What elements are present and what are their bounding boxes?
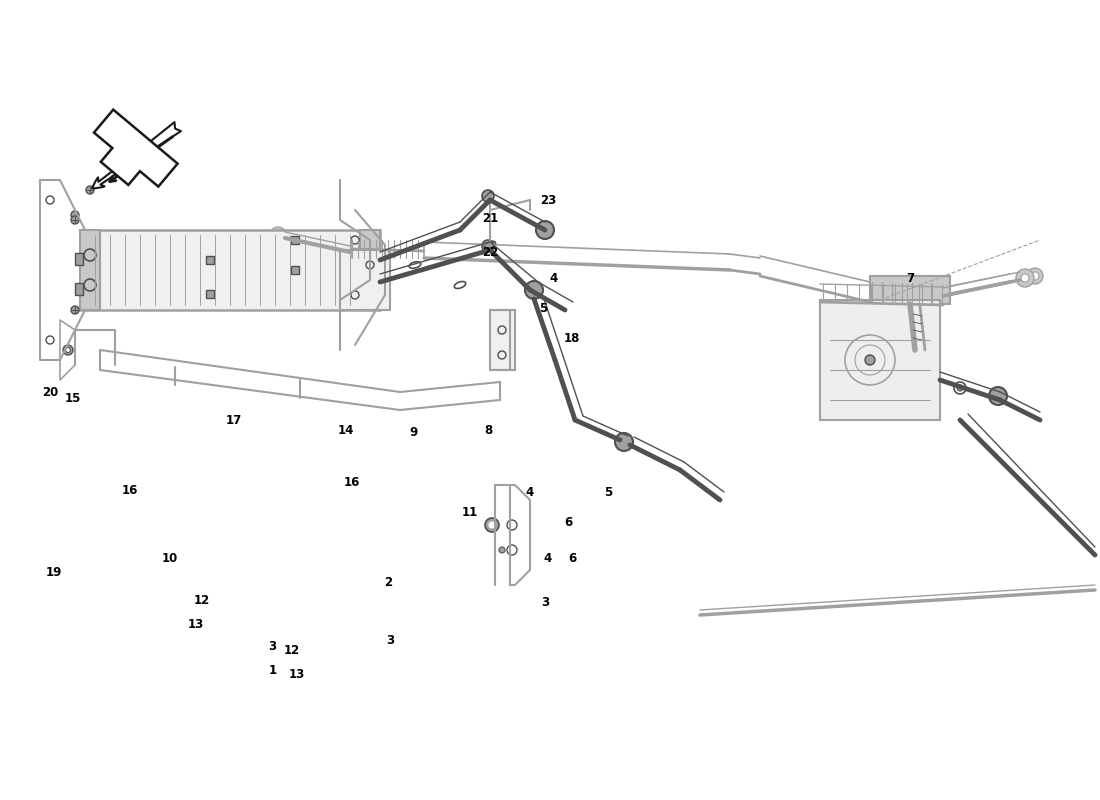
Bar bbox=[75, 253, 82, 265]
Bar bbox=[80, 230, 100, 310]
Text: 8: 8 bbox=[484, 423, 492, 437]
Text: 3: 3 bbox=[541, 595, 549, 609]
Circle shape bbox=[270, 227, 286, 243]
Circle shape bbox=[490, 522, 495, 528]
Text: 16: 16 bbox=[344, 475, 360, 489]
Circle shape bbox=[865, 355, 874, 365]
Bar bbox=[206, 290, 214, 298]
Text: 20: 20 bbox=[42, 386, 58, 399]
Bar bbox=[75, 283, 82, 295]
Text: 4: 4 bbox=[526, 486, 535, 498]
Text: 13: 13 bbox=[188, 618, 205, 631]
Circle shape bbox=[499, 547, 505, 553]
Text: 4: 4 bbox=[543, 551, 552, 565]
Circle shape bbox=[274, 231, 282, 239]
Text: 6: 6 bbox=[568, 551, 576, 565]
Circle shape bbox=[525, 281, 543, 299]
Text: 16: 16 bbox=[122, 483, 139, 497]
Text: 12: 12 bbox=[194, 594, 210, 606]
Text: 14: 14 bbox=[338, 423, 354, 437]
Bar bbox=[820, 300, 940, 420]
Circle shape bbox=[364, 279, 376, 291]
Circle shape bbox=[482, 190, 494, 202]
Bar bbox=[292, 236, 299, 244]
Text: 11: 11 bbox=[462, 506, 478, 518]
Text: 3: 3 bbox=[386, 634, 394, 646]
Circle shape bbox=[482, 240, 494, 252]
Bar bbox=[360, 230, 379, 310]
Text: 15: 15 bbox=[65, 391, 81, 405]
Bar bbox=[490, 310, 515, 370]
Circle shape bbox=[536, 221, 554, 239]
Text: 1: 1 bbox=[268, 663, 277, 677]
Text: 22: 22 bbox=[482, 246, 498, 258]
Circle shape bbox=[72, 306, 79, 314]
Text: 19: 19 bbox=[46, 566, 63, 578]
Text: 5: 5 bbox=[604, 486, 612, 498]
Circle shape bbox=[1016, 269, 1034, 287]
Circle shape bbox=[615, 433, 632, 451]
Text: 12: 12 bbox=[284, 643, 300, 657]
Polygon shape bbox=[94, 110, 177, 186]
Bar bbox=[340, 250, 390, 310]
Bar bbox=[80, 230, 380, 310]
Bar bbox=[870, 276, 950, 304]
Text: 4: 4 bbox=[550, 271, 558, 285]
Text: 21: 21 bbox=[482, 211, 498, 225]
Bar bbox=[292, 266, 299, 274]
Text: 18: 18 bbox=[564, 331, 580, 345]
Circle shape bbox=[84, 249, 96, 261]
Circle shape bbox=[989, 387, 1006, 405]
Text: 10: 10 bbox=[162, 551, 178, 565]
Text: 13: 13 bbox=[289, 669, 305, 682]
Circle shape bbox=[364, 249, 376, 261]
Text: 3: 3 bbox=[268, 639, 276, 653]
Text: 23: 23 bbox=[540, 194, 557, 206]
Circle shape bbox=[957, 385, 962, 391]
Text: 2: 2 bbox=[384, 575, 392, 589]
Text: 5: 5 bbox=[539, 302, 547, 314]
Circle shape bbox=[72, 216, 79, 224]
Circle shape bbox=[66, 347, 70, 353]
Text: 9: 9 bbox=[409, 426, 417, 438]
Text: 7: 7 bbox=[906, 271, 914, 285]
Circle shape bbox=[1031, 272, 1040, 280]
Circle shape bbox=[72, 211, 79, 219]
Text: 17: 17 bbox=[226, 414, 242, 426]
Circle shape bbox=[84, 279, 96, 291]
Circle shape bbox=[63, 345, 73, 355]
Circle shape bbox=[485, 518, 499, 532]
Circle shape bbox=[86, 186, 94, 194]
Text: 6: 6 bbox=[564, 515, 572, 529]
Circle shape bbox=[1021, 274, 1028, 282]
Bar bbox=[206, 256, 214, 264]
Circle shape bbox=[1027, 268, 1043, 284]
